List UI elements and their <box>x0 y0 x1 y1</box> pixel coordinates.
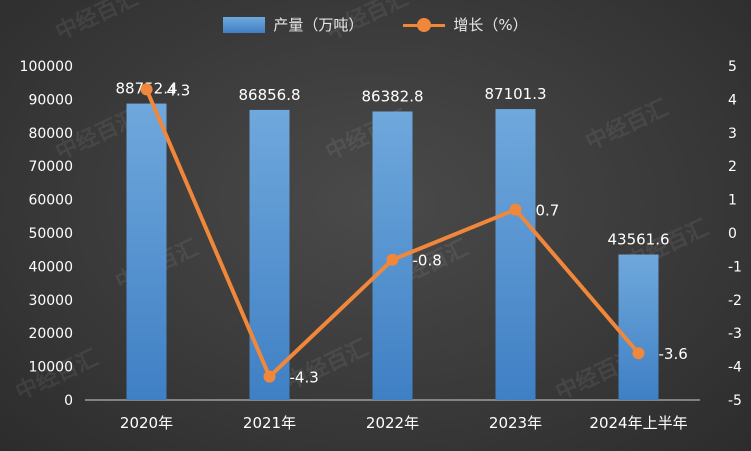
left-axis-tick-label: 50000 <box>28 226 73 242</box>
growth-data-label: 4.3 <box>167 81 191 99</box>
left-axis-tick-label: 70000 <box>28 159 73 175</box>
right-axis-tick-label: 0 <box>728 226 737 242</box>
bar-data-label: 86382.8 <box>361 87 423 105</box>
right-axis-tick-label: 3 <box>728 126 737 142</box>
legend: 产量（万吨） 增长（%） <box>0 14 751 35</box>
watermark-text: 中经百汇 <box>322 0 413 45</box>
growth-data-label: 0.7 <box>536 202 560 220</box>
x-axis-tick-label: 2020年 <box>120 414 173 432</box>
x-axis-tick-label: 2024年上半年 <box>589 414 687 432</box>
left-axis-tick-label: 30000 <box>28 293 73 309</box>
growth-data-label: -4.3 <box>290 369 319 387</box>
bar-data-label: 43561.6 <box>607 231 669 249</box>
legend-bar-swatch <box>223 16 266 33</box>
growth-point <box>140 83 153 96</box>
watermark-text: 中经百汇 <box>52 0 143 45</box>
left-axis-tick-label: 100000 <box>20 59 73 75</box>
right-axis-tick-label: 5 <box>728 59 737 75</box>
right-axis-tick-label: -4 <box>728 360 742 376</box>
x-axis-tick-label: 2022年 <box>366 414 419 432</box>
growth-data-label: -3.6 <box>659 345 688 363</box>
left-axis-tick-label: 90000 <box>28 92 73 108</box>
legend-line-swatch <box>403 17 446 33</box>
legend-item-output[interactable]: 产量（万吨） <box>223 14 363 35</box>
bar-output <box>618 254 659 400</box>
growth-point <box>263 370 276 383</box>
legend-label-growth: 增长（%） <box>453 16 528 34</box>
growth-point <box>632 347 645 360</box>
bar-output <box>495 109 536 400</box>
growth-point <box>509 203 522 216</box>
right-axis-tick-label: 1 <box>728 193 737 209</box>
bar-output <box>249 109 290 400</box>
bar-data-label: 87101.3 <box>484 85 546 103</box>
legend-item-growth[interactable]: 增长（%） <box>403 14 528 35</box>
watermark-text: 中经百汇 <box>582 95 673 156</box>
growth-data-label: -0.8 <box>413 252 442 270</box>
legend-label-output: 产量（万吨） <box>273 16 364 34</box>
growth-point <box>386 253 399 266</box>
left-axis-tick-label: 80000 <box>28 126 73 142</box>
right-axis-tick-label: -1 <box>728 259 742 275</box>
left-axis-tick-label: 20000 <box>28 326 73 342</box>
left-axis-tick-label: 10000 <box>28 360 73 376</box>
left-axis-tick-label: 40000 <box>28 259 73 275</box>
bar-data-label: 86856.8 <box>238 86 300 104</box>
right-axis-tick-label: 2 <box>728 159 737 175</box>
right-axis-tick-label: -5 <box>728 393 742 409</box>
x-axis-tick-label: 2021年 <box>243 414 296 432</box>
right-axis-tick-label: 4 <box>728 92 737 108</box>
x-axis-tick-label: 2023年 <box>489 414 542 432</box>
right-axis-tick-label: -3 <box>728 326 742 342</box>
right-axis-tick-label: -2 <box>728 293 742 309</box>
bar-output <box>126 103 167 400</box>
left-axis-tick-label: 0 <box>64 393 73 409</box>
left-axis-tick-label: 60000 <box>28 193 73 209</box>
